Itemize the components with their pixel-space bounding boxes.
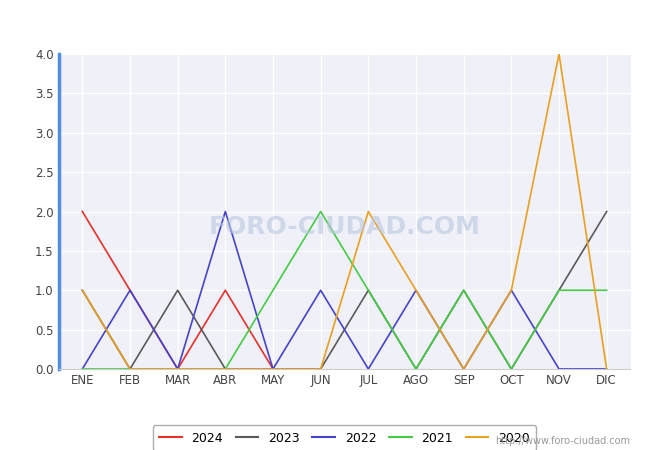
Legend: 2024, 2023, 2022, 2021, 2020: 2024, 2023, 2022, 2021, 2020 [153, 425, 536, 450]
Text: http://www.foro-ciudad.com: http://www.foro-ciudad.com [495, 436, 630, 446]
Text: FORO-CIUDAD.COM: FORO-CIUDAD.COM [209, 215, 480, 239]
Text: Matriculaciones de Vehiculos en Loarre: Matriculaciones de Vehiculos en Loarre [163, 14, 487, 33]
